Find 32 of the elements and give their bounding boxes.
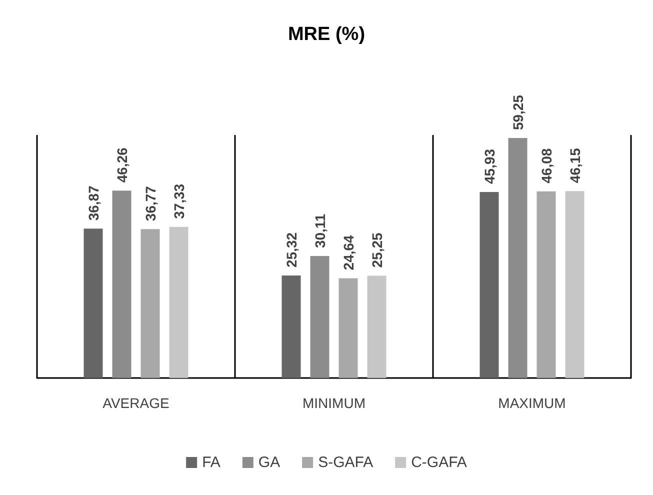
bar	[565, 191, 584, 378]
chart-title: MRE (%)	[288, 24, 366, 45]
bar	[508, 138, 528, 378]
legend-label: GA	[258, 454, 280, 471]
data-label: 36,87	[85, 185, 102, 221]
data-label: 37,33	[170, 184, 187, 219]
data-label: 36,77	[142, 186, 158, 222]
bar	[169, 226, 188, 378]
x-tick-label: MINIMUM	[302, 395, 366, 411]
bar	[84, 228, 103, 378]
bar	[140, 229, 160, 378]
bar	[536, 191, 556, 378]
bar	[112, 190, 132, 378]
legend-label: C-GAFA	[411, 454, 467, 471]
bar	[338, 278, 358, 378]
bar	[480, 192, 499, 378]
data-label: 25,25	[368, 232, 385, 268]
data-label: 46,26	[114, 147, 130, 183]
data-label: 45,93	[481, 148, 498, 184]
legend-label: FA	[202, 454, 220, 471]
x-tick-label: MAXIMUM	[498, 395, 566, 411]
x-tick-label: AVERAGE	[102, 395, 170, 411]
data-label: 25,32	[283, 232, 300, 268]
data-label: 46,15	[566, 148, 583, 184]
bar	[367, 276, 386, 378]
bar	[282, 275, 301, 378]
data-label: 59,25	[510, 94, 526, 130]
bar	[310, 256, 330, 378]
legend-label: S-GAFA	[318, 454, 374, 471]
data-label: 30,11	[312, 214, 328, 248]
data-label: 46,08	[538, 148, 554, 184]
data-label: 24,64	[340, 234, 356, 270]
